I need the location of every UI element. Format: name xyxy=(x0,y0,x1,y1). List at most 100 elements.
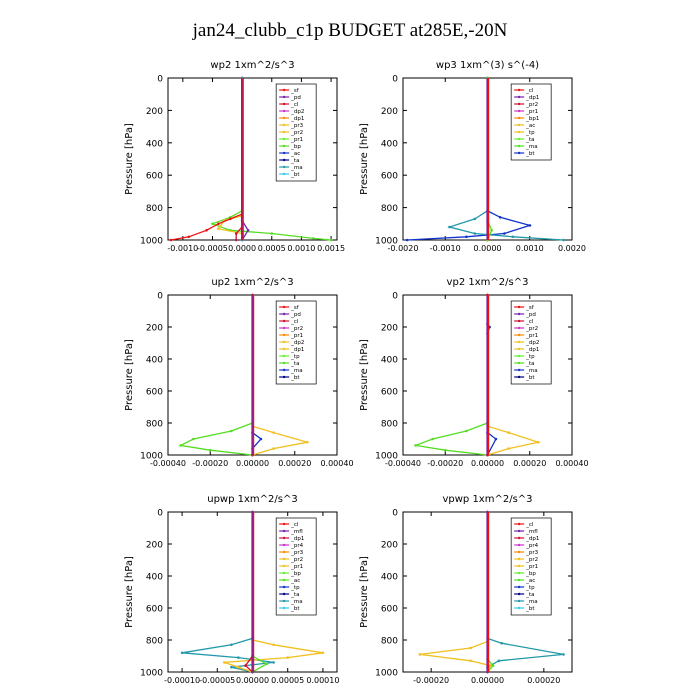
data-point xyxy=(234,232,238,235)
data-point xyxy=(507,447,510,450)
x-tick-label: 0.00040 xyxy=(320,459,353,468)
legend-marker xyxy=(517,543,521,547)
legend-entry: _bt xyxy=(525,375,535,381)
x-tick-label: 0.00020 xyxy=(513,459,546,468)
legend-entry: _pr2 xyxy=(525,102,538,108)
y-tick-label: 800 xyxy=(381,420,398,430)
legend-marker xyxy=(517,578,521,582)
legend-entry: _pr2 xyxy=(290,557,303,563)
legend-entry: _pr4 xyxy=(525,543,539,549)
x-tick-label: -0.00040 xyxy=(150,459,186,468)
legend-entry: _ma xyxy=(290,165,302,171)
legend-entry: _pr2 xyxy=(525,557,538,563)
y-tick-label: 800 xyxy=(146,637,163,647)
legend-entry: _bp xyxy=(290,144,301,150)
legend-entry: _bt xyxy=(290,606,300,612)
legend-entry: _bt xyxy=(290,375,300,381)
y-axis-label: Pressure [hPa] xyxy=(124,339,135,411)
legend-marker xyxy=(517,361,521,365)
y-tick-label: 0 xyxy=(157,75,163,85)
legend-entry: _ac xyxy=(290,578,300,584)
y-tick-label: 800 xyxy=(381,637,398,647)
data-point xyxy=(491,664,495,667)
legend-marker xyxy=(282,88,286,92)
legend-entry: _ac xyxy=(525,578,535,584)
panel-title: wp2 1xm^2/s^3 xyxy=(210,60,294,71)
legend-entry: _ma xyxy=(290,599,302,605)
legend-entry: _cl xyxy=(290,319,299,325)
legend-marker xyxy=(282,151,286,155)
data-point xyxy=(246,229,250,232)
panel-title: vpwp 1xm^2/s^3 xyxy=(442,494,532,505)
x-tick-label: 0.0005 xyxy=(258,244,286,253)
x-tick-label: 0.0020 xyxy=(558,244,586,253)
legend-entry: _dp1 xyxy=(525,347,539,353)
legend-marker xyxy=(517,340,521,344)
legend-marker xyxy=(282,571,286,575)
y-tick-label: 0 xyxy=(392,75,398,85)
data-point xyxy=(528,224,532,227)
legend-marker xyxy=(282,305,286,309)
data-point xyxy=(562,238,565,242)
data-point xyxy=(414,444,418,447)
data-point xyxy=(312,237,315,240)
y-tick-label: 1000 xyxy=(375,452,398,462)
legend-marker xyxy=(282,130,286,134)
data-point xyxy=(237,665,240,669)
legend-entry: _pr3 xyxy=(525,550,539,556)
x-tick-label: 0.0000 xyxy=(474,244,502,253)
y-tick-label: 0 xyxy=(157,509,163,519)
legend-entry: _pd xyxy=(290,95,301,101)
data-point xyxy=(469,659,472,663)
legend-entry: _pd xyxy=(525,312,536,318)
data-point xyxy=(489,664,492,667)
panel-4: vp2 1xm^2/s^3 Pressure [hPa] 0 200 400 600 800… xyxy=(359,277,589,468)
legend-entry: _pr1 xyxy=(290,564,303,570)
legend-entry: _mfl xyxy=(525,529,538,535)
data-point xyxy=(448,225,451,229)
legend-entry: _tp xyxy=(525,354,535,360)
legend-entry: _pr3 xyxy=(290,550,304,556)
y-tick-label: 400 xyxy=(381,356,398,366)
legend-marker xyxy=(517,599,521,603)
data-point xyxy=(270,232,274,235)
legend-entry: _dp2 xyxy=(525,340,539,346)
legend-entry: _dp2 xyxy=(290,109,304,115)
legend-entry: _pr2 xyxy=(525,326,538,332)
x-tick-label: -0.0010 xyxy=(430,244,461,253)
data-point xyxy=(497,659,501,663)
legend-marker xyxy=(282,333,286,337)
legend-marker xyxy=(282,319,286,323)
legend-entry: _cl xyxy=(290,522,299,528)
legend-marker xyxy=(282,536,286,540)
y-axis-label: Pressure [hPa] xyxy=(359,339,370,411)
legend-entry: _pr3 xyxy=(290,123,304,129)
legend-marker xyxy=(517,347,521,351)
legend-marker xyxy=(282,102,286,106)
data-point xyxy=(465,429,468,433)
data-point xyxy=(272,447,275,450)
y-axis-label: Pressure [hPa] xyxy=(124,556,135,628)
legend-marker xyxy=(282,123,286,127)
data-point xyxy=(230,665,233,669)
legend-entry: _ta xyxy=(525,592,534,598)
legend-marker xyxy=(517,144,521,148)
legend-marker xyxy=(282,172,286,176)
legend-marker xyxy=(282,354,286,358)
y-tick-label: 400 xyxy=(146,573,163,583)
legend-marker xyxy=(517,305,521,309)
data-point xyxy=(500,641,503,645)
data-point xyxy=(223,661,226,664)
legend-entry: _ma xyxy=(525,368,537,374)
data-point xyxy=(211,222,214,226)
plot-frame xyxy=(167,77,338,241)
legend-marker xyxy=(517,312,521,316)
legend-entry: _cl xyxy=(525,522,534,528)
legend-marker xyxy=(282,599,286,603)
y-tick-label: 1000 xyxy=(140,237,163,247)
legend-entry: _ta xyxy=(290,158,299,164)
legend-entry: _pr4 xyxy=(290,543,304,549)
data-point xyxy=(187,235,191,239)
legend-marker xyxy=(517,109,521,113)
